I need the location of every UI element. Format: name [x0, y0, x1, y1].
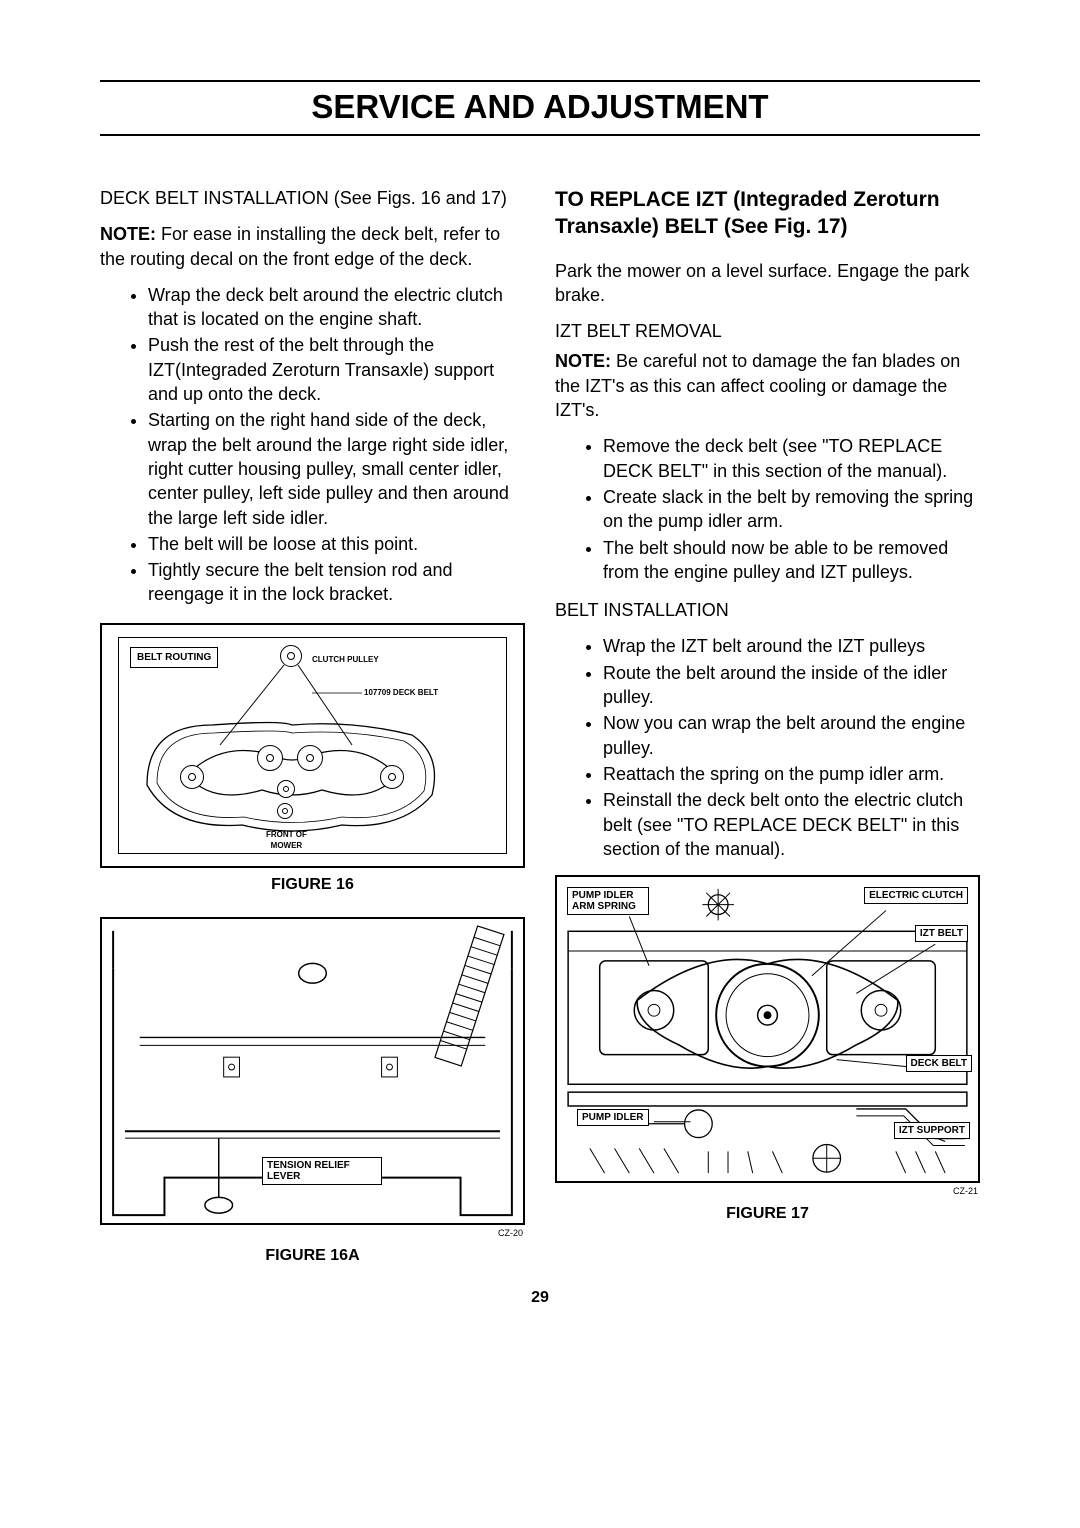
removal-bullets: Remove the deck belt (see "TO REPLACE DE…: [555, 434, 980, 584]
tension-relief-lever-label: TENSION RELIEF LEVER: [262, 1157, 382, 1185]
list-item: Reinstall the deck belt onto the electri…: [603, 788, 980, 861]
figure-16: BELT ROUTING CLUTCH PULLEY: [100, 623, 525, 868]
list-item: Reattach the spring on the pump idler ar…: [603, 762, 980, 786]
izt-heading: TO REPLACE IZT (Integraded Zeroturn Tran…: [555, 186, 980, 241]
figure-17-caption: FIGURE 17: [555, 1203, 980, 1225]
izt-support-label: IZT SUPPORT: [894, 1122, 970, 1139]
right-column: TO REPLACE IZT (Integraded Zeroturn Tran…: [555, 186, 980, 1267]
izt-note: NOTE: Be careful not to damage the fan b…: [555, 349, 980, 422]
figure-16a: TENSION RELIEF LEVER: [100, 917, 525, 1225]
belt-install-head: BELT INSTALLATION: [555, 598, 980, 622]
list-item: Route the belt around the inside of the …: [603, 661, 980, 710]
list-item: Push the rest of the belt through the IZ…: [148, 333, 525, 406]
izt-removal-head: IZT BELT REMOVAL: [555, 319, 980, 343]
note-prefix: NOTE:: [555, 351, 611, 371]
two-column-layout: DECK BELT INSTALLATION (See Figs. 16 and…: [100, 186, 980, 1267]
note-text: For ease in installing the deck belt, re…: [100, 224, 500, 268]
pump-idler-label: PUMP IDLER: [577, 1109, 649, 1126]
figure-16a-code: CZ-20: [100, 1227, 525, 1239]
pump-idler-arm-spring-label: PUMP IDLER ARM SPRING: [567, 887, 649, 915]
list-item: The belt will be loose at this point.: [148, 532, 525, 556]
note-text: Be careful not to damage the fan blades …: [555, 351, 960, 420]
list-item: The belt should now be able to be remove…: [603, 536, 980, 585]
page-title: SERVICE AND ADJUSTMENT: [100, 88, 980, 126]
deck-note: NOTE: For ease in installing the deck be…: [100, 222, 525, 271]
list-item: Create slack in the belt by removing the…: [603, 485, 980, 534]
figure-17: PUMP IDLER ARM SPRING ELECTRIC CLUTCH IZ…: [555, 875, 980, 1183]
figure-17-code: CZ-21: [555, 1185, 980, 1197]
list-item: Tightly secure the belt tension rod and …: [148, 558, 525, 607]
list-item: Wrap the deck belt around the electric c…: [148, 283, 525, 332]
figure-16a-caption: FIGURE 16A: [100, 1245, 525, 1267]
front-of-mower-label: FRONT OF MOWER: [266, 830, 307, 852]
park-text: Park the mower on a level surface. Engag…: [555, 259, 980, 308]
deck-install-heading: DECK BELT INSTALLATION (See Figs. 16 and…: [100, 186, 525, 210]
list-item: Now you can wrap the belt around the eng…: [603, 711, 980, 760]
page-number: 29: [100, 1289, 980, 1307]
figure-16-caption: FIGURE 16: [100, 874, 525, 896]
deck-belt-part-label: 107709 DECK BELT: [364, 688, 438, 699]
list-item: Starting on the right hand side of the d…: [148, 408, 525, 529]
electric-clutch-label: ELECTRIC CLUTCH: [864, 887, 968, 904]
install-bullets: Wrap the IZT belt around the IZT pulleys…: [555, 634, 980, 861]
note-prefix: NOTE:: [100, 224, 156, 244]
deck-install-bullets: Wrap the deck belt around the electric c…: [100, 283, 525, 607]
left-column: DECK BELT INSTALLATION (See Figs. 16 and…: [100, 186, 525, 1267]
deck-belt-label: DECK BELT: [906, 1055, 972, 1072]
izt-belt-label: IZT BELT: [915, 925, 968, 942]
list-item: Remove the deck belt (see "TO REPLACE DE…: [603, 434, 980, 483]
title-rule: SERVICE AND ADJUSTMENT: [100, 80, 980, 136]
list-item: Wrap the IZT belt around the IZT pulleys: [603, 634, 980, 658]
